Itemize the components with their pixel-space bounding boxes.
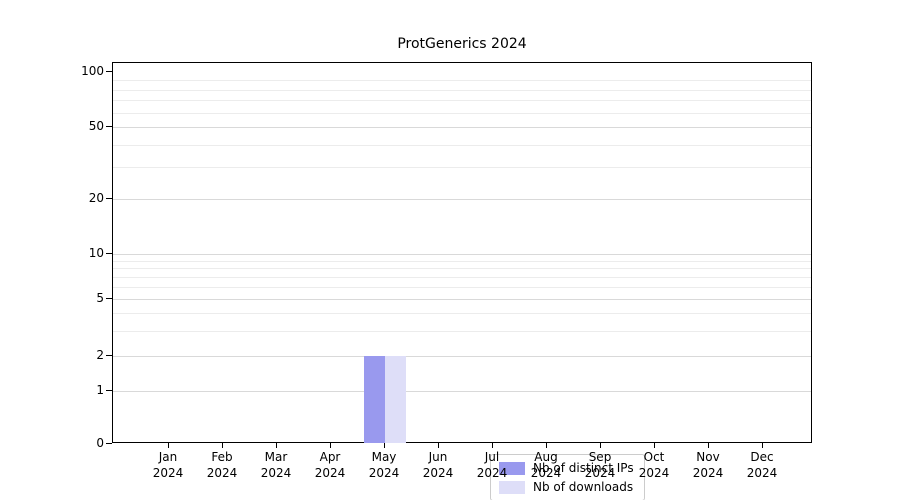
legend: Nb of distinct IPs Nb of downloads [490,454,645,500]
gridline-minor [113,113,811,114]
plot-area: Nb of distinct IPs Nb of downloads [112,62,812,500]
y-tick-mark [106,253,112,254]
y-tick-mark [106,390,112,391]
gridline-minor [113,331,811,332]
y-tick-label: 50 [88,119,104,133]
y-tick-mark [106,355,112,356]
x-tick-label: Jan 2024 [152,450,184,480]
x-tick-label: May 2024 [368,450,400,480]
gridline-minor [113,261,811,262]
gridline-minor [113,100,811,101]
gridline-minor [113,268,811,269]
x-tick-label: Feb 2024 [206,450,238,480]
gridline-minor [113,313,811,314]
y-tick-mark [106,298,112,299]
gridline-major [113,254,811,255]
y-tick-label: 5 [96,291,104,305]
y-tick-label: 1 [96,383,104,397]
x-tick-label: Apr 2024 [314,450,346,480]
gridline-minor [113,80,811,81]
legend-label-downloads: Nb of downloads [533,480,634,494]
chart-title: ProtGenerics 2024 [397,36,527,52]
legend-swatch-distinct-ips [499,461,525,475]
x-tick-label: Nov 2024 [692,450,724,480]
legend-row-downloads: Nb of downloads [499,480,634,494]
x-tick-label: Jul 2024 [476,450,508,480]
gridline-minor [113,287,811,288]
legend-swatch-downloads [499,480,525,494]
legend-row-distinct-ips: Nb of distinct IPs [499,461,634,475]
y-tick-mark [106,198,112,199]
gridline-major [113,199,811,200]
x-tick-label: Dec 2024 [746,450,778,480]
x-tick-label: Oct 2024 [638,450,670,480]
x-tick-label: Jun 2024 [422,450,454,480]
x-tick-mark [438,443,439,448]
y-tick-mark [106,443,112,444]
gridline-major [113,356,811,357]
gridline-major [113,299,811,300]
gridline-minor [113,277,811,278]
gridline-major [113,127,811,128]
gridline-major [113,391,811,392]
x-tick-mark [222,443,223,448]
x-tick-mark [168,443,169,448]
x-tick-label: Mar 2024 [260,450,292,480]
x-tick-label: Sep 2024 [584,450,616,480]
y-tick-label: 20 [88,191,104,205]
x-tick-mark [384,443,385,448]
y-tick-mark [106,71,112,72]
legend-label-distinct-ips: Nb of distinct IPs [533,461,634,475]
x-tick-mark [276,443,277,448]
gridline-minor [113,90,811,91]
x-tick-mark [600,443,601,448]
x-tick-mark [546,443,547,448]
bar-nb-of-downloads-may-2024 [385,356,406,443]
y-tick-label: 0 [96,436,104,450]
x-tick-mark [330,443,331,448]
x-tick-mark [708,443,709,448]
gridline-minor [113,167,811,168]
bar-nb-of-distinct-ips-may-2024 [364,356,385,443]
y-tick-label: 10 [88,246,104,260]
x-tick-mark [492,443,493,448]
gridline-minor [113,145,811,146]
y-tick-mark [106,126,112,127]
x-tick-mark [654,443,655,448]
y-tick-label: 2 [96,348,104,362]
x-tick-label: Aug 2024 [530,450,562,480]
x-tick-mark [762,443,763,448]
y-tick-label: 100 [81,64,104,78]
